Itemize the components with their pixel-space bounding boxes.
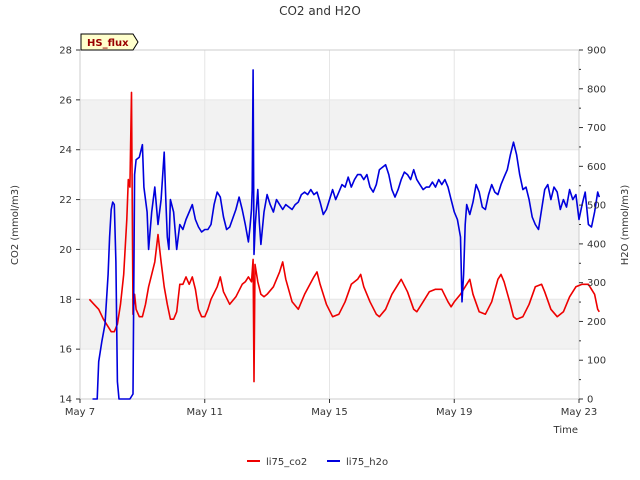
legend-co2-label: li75_co2 — [266, 457, 307, 468]
legend: li75_co2 li75_h2o — [247, 457, 388, 468]
legend-h2o-label: li75_h2o — [346, 457, 388, 468]
right-tick-label-8: 800 — [587, 84, 606, 95]
x-axis-title: Time — [553, 425, 578, 436]
left-tick-label-5: 24 — [59, 145, 72, 156]
right-tick-label-7: 700 — [587, 123, 606, 134]
left-tick-label-2: 18 — [59, 295, 72, 306]
hs-flux-badge: HS_flux — [80, 33, 139, 51]
series-line-li75_h2o — [92, 69, 601, 400]
series-line-li75_co2 — [88, 91, 600, 383]
left-y-axis-title: CO2 (mmol/m3) — [10, 185, 21, 265]
x-axis-ticks: May 7 May 11 May 15 May 19 May 23 — [65, 399, 597, 418]
x-tick-label-2: May 15 — [311, 407, 348, 418]
left-tick-label-3: 20 — [59, 245, 72, 256]
right-tick-label-3: 300 — [587, 278, 606, 289]
left-tick-label-0: 14 — [59, 395, 72, 406]
left-tick-label-4: 22 — [59, 195, 72, 206]
x-tick-label-3: May 19 — [436, 407, 473, 418]
left-tick-label-1: 16 — [59, 345, 72, 356]
chart-title: CO2 and H2O — [279, 4, 361, 18]
right-tick-label-9: 900 — [587, 46, 606, 57]
right-y-axis-title: H2O (mmol/m3) — [620, 185, 631, 266]
right-tick-label-6: 600 — [587, 162, 606, 173]
right-tick-label-5: 500 — [587, 201, 606, 212]
right-tick-label-0: 0 — [587, 395, 593, 406]
x-tick-label-0: May 7 — [65, 407, 95, 418]
left-y-axis-ticks: 14 16 18 20 22 24 26 28 — [59, 46, 80, 406]
left-tick-label-6: 26 — [59, 95, 72, 106]
badge-shape — [80, 33, 139, 51]
right-tick-label-4: 400 — [587, 239, 606, 250]
right-tick-label-2: 200 — [587, 317, 606, 328]
badge-label: HS_flux — [87, 38, 129, 49]
x-tick-label-1: May 11 — [186, 407, 223, 418]
right-y-axis-ticks: 0 100 200 300 400 500 600 700 800 900 — [579, 46, 606, 406]
series-layer — [88, 69, 601, 400]
right-tick-label-1: 100 — [587, 356, 606, 367]
left-tick-label-7: 28 — [59, 46, 72, 57]
x-tick-label-4: May 23 — [561, 407, 598, 418]
